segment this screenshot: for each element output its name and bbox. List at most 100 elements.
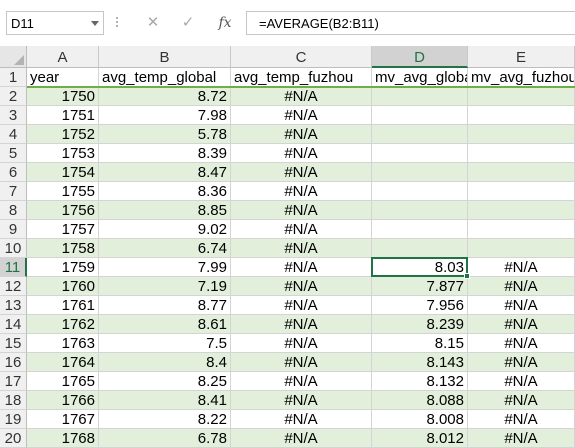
table-cell[interactable]: 6.78 xyxy=(99,429,231,448)
table-cell[interactable]: #N/A xyxy=(231,258,372,277)
table-cell[interactable]: 7.956 xyxy=(372,296,468,315)
table-cell[interactable]: #N/A xyxy=(231,220,372,239)
table-cell[interactable]: #N/A xyxy=(468,334,575,353)
column-header-b[interactable]: B xyxy=(99,46,231,68)
table-cell[interactable]: 7.19 xyxy=(99,277,231,296)
table-cell[interactable]: 8.4 xyxy=(99,353,231,372)
row-header-12[interactable]: 12 xyxy=(0,277,27,296)
table-cell[interactable]: 1766 xyxy=(27,391,99,410)
select-all-button[interactable] xyxy=(0,46,27,68)
table-cell[interactable]: 6.74 xyxy=(99,239,231,258)
table-cell[interactable]: 8.132 xyxy=(372,372,468,391)
table-cell[interactable] xyxy=(468,144,575,163)
row-header-20[interactable]: 20 xyxy=(0,429,27,448)
row-header-6[interactable]: 6 xyxy=(0,163,27,182)
table-cell[interactable] xyxy=(468,87,575,106)
column-header-d[interactable]: D xyxy=(372,46,468,68)
table-cell[interactable] xyxy=(468,220,575,239)
table-cell[interactable]: 7.5 xyxy=(99,334,231,353)
row-header-19[interactable]: 19 xyxy=(0,410,27,429)
table-cell[interactable] xyxy=(468,125,575,144)
table-cell[interactable]: #N/A xyxy=(231,277,372,296)
table-cell[interactable]: #N/A xyxy=(468,296,575,315)
table-cell[interactable]: #N/A xyxy=(231,125,372,144)
table-cell[interactable]: #N/A xyxy=(231,87,372,106)
table-cell[interactable]: 1758 xyxy=(27,239,99,258)
name-box[interactable]: D11 xyxy=(6,11,104,35)
table-cell[interactable]: 8.77 xyxy=(99,296,231,315)
table-cell[interactable]: 1764 xyxy=(27,353,99,372)
row-header-15[interactable]: 15 xyxy=(0,334,27,353)
table-cell[interactable]: 1765 xyxy=(27,372,99,391)
row-header-7[interactable]: 7 xyxy=(0,182,27,201)
table-cell[interactable]: #N/A xyxy=(231,353,372,372)
table-cell[interactable]: 1754 xyxy=(27,163,99,182)
table-cell[interactable]: 8.012 xyxy=(372,429,468,448)
table-cell[interactable] xyxy=(372,201,468,220)
table-cell[interactable]: #N/A xyxy=(468,391,575,410)
row-header-18[interactable]: 18 xyxy=(0,391,27,410)
row-header-8[interactable]: 8 xyxy=(0,201,27,220)
row-header-3[interactable]: 3 xyxy=(0,106,27,125)
table-cell[interactable]: 8.41 xyxy=(99,391,231,410)
table-cell[interactable] xyxy=(372,182,468,201)
table-cell[interactable]: 1752 xyxy=(27,125,99,144)
table-cell[interactable]: 8.61 xyxy=(99,315,231,334)
table-cell[interactable]: 1759 xyxy=(27,258,99,277)
table-cell[interactable]: 7.877 xyxy=(372,277,468,296)
checkmark-icon[interactable]: ✓ xyxy=(181,14,195,31)
row-header-16[interactable]: 16 xyxy=(0,353,27,372)
column-header-e[interactable]: E xyxy=(468,46,575,68)
table-cell[interactable] xyxy=(372,220,468,239)
table-cell[interactable] xyxy=(372,239,468,258)
row-header-4[interactable]: 4 xyxy=(0,125,27,144)
table-cell[interactable]: 1760 xyxy=(27,277,99,296)
table-cell[interactable] xyxy=(372,87,468,106)
table-cell[interactable] xyxy=(372,163,468,182)
table-cell[interactable]: #N/A xyxy=(231,410,372,429)
row-header-9[interactable]: 9 xyxy=(0,220,27,239)
table-cell[interactable] xyxy=(372,106,468,125)
table-cell[interactable]: 8.143 xyxy=(372,353,468,372)
table-cell[interactable]: #N/A xyxy=(231,429,372,448)
column-header-a[interactable]: A xyxy=(27,46,99,68)
cancel-x-icon[interactable]: ✕ xyxy=(146,14,160,31)
table-cell[interactable]: 8.25 xyxy=(99,372,231,391)
table-cell[interactable]: #N/A xyxy=(468,277,575,296)
table-cell[interactable]: 8.36 xyxy=(99,182,231,201)
table-cell[interactable]: #N/A xyxy=(231,391,372,410)
table-cell[interactable]: 1753 xyxy=(27,144,99,163)
table-cell[interactable] xyxy=(372,125,468,144)
table-cell[interactable]: 8.008 xyxy=(372,410,468,429)
table-cell[interactable]: 8.72 xyxy=(99,87,231,106)
row-header-2[interactable]: 2 xyxy=(0,87,27,106)
table-cell[interactable]: 9.02 xyxy=(99,220,231,239)
table-cell[interactable]: #N/A xyxy=(468,372,575,391)
table-cell[interactable]: 1768 xyxy=(27,429,99,448)
table-cell[interactable] xyxy=(468,201,575,220)
table-cell[interactable]: #N/A xyxy=(231,372,372,391)
table-cell[interactable]: 1756 xyxy=(27,201,99,220)
fill-handle[interactable] xyxy=(464,273,470,279)
table-cell[interactable]: 1757 xyxy=(27,220,99,239)
table-cell[interactable]: 8.088 xyxy=(372,391,468,410)
row-header-13[interactable]: 13 xyxy=(0,296,27,315)
table-cell[interactable]: 8.47 xyxy=(99,163,231,182)
column-header-c[interactable]: C xyxy=(231,46,372,68)
row-header-5[interactable]: 5 xyxy=(0,144,27,163)
drag-handle-icon[interactable] xyxy=(115,15,119,31)
table-cell[interactable]: 1751 xyxy=(27,106,99,125)
header-cell-b[interactable]: avg_temp_global xyxy=(99,68,231,87)
table-cell[interactable]: 7.99 xyxy=(99,258,231,277)
table-cell[interactable]: #N/A xyxy=(468,315,575,334)
table-cell[interactable]: #N/A xyxy=(468,353,575,372)
table-cell[interactable]: #N/A xyxy=(468,429,575,448)
table-cell[interactable] xyxy=(468,239,575,258)
table-cell[interactable]: 7.98 xyxy=(99,106,231,125)
table-cell[interactable]: #N/A xyxy=(231,201,372,220)
table-cell[interactable]: 8.03 xyxy=(372,258,468,277)
table-cell[interactable]: #N/A xyxy=(468,258,575,277)
table-cell[interactable]: 8.85 xyxy=(99,201,231,220)
table-cell[interactable]: 1750 xyxy=(27,87,99,106)
row-header-17[interactable]: 17 xyxy=(0,372,27,391)
